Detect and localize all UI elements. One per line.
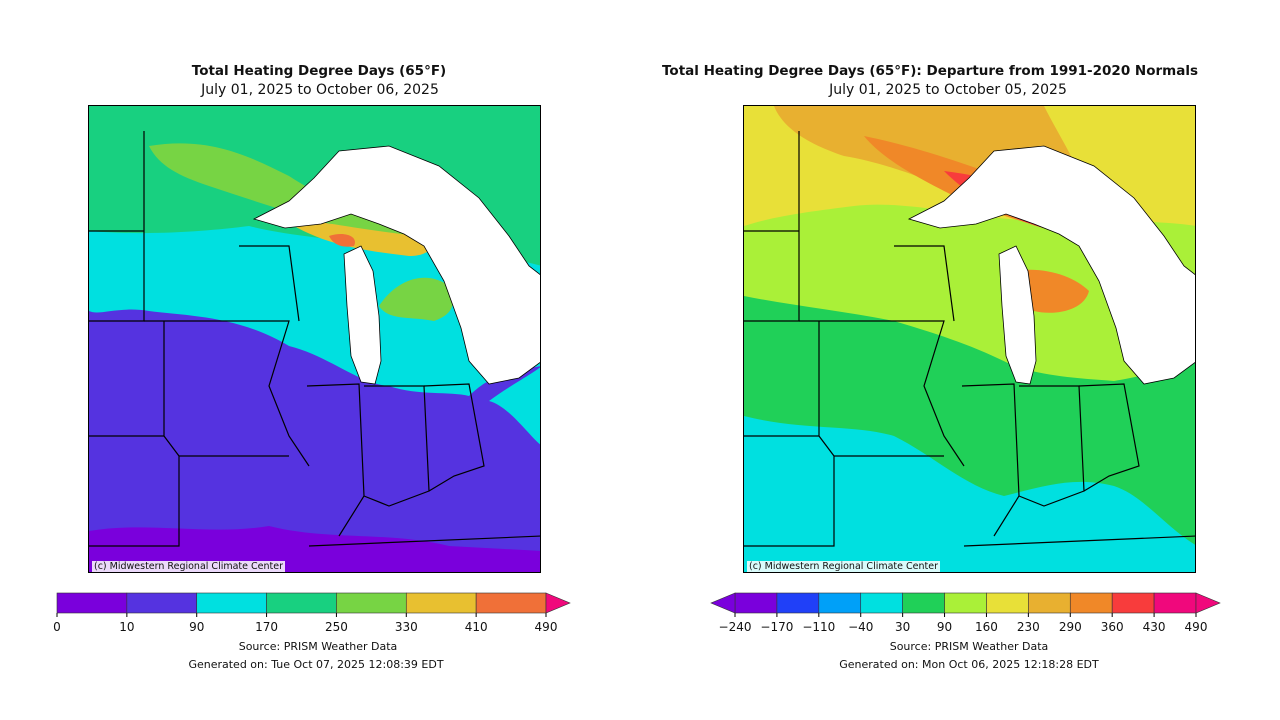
generated-timestamp: Generated on: Tue Oct 07, 2025 12:08:39 … <box>188 658 444 671</box>
map-subtitle: July 01, 2025 to October 06, 2025 <box>201 82 439 98</box>
colorbar-max-arrow <box>545 592 571 614</box>
colorbar-segment <box>405 592 477 614</box>
lake-michigan <box>998 245 1037 385</box>
colorbar-segment <box>196 592 267 614</box>
state-borders <box>89 131 540 547</box>
colorbar-segment <box>818 592 862 614</box>
colorbar-segment <box>475 592 547 614</box>
colorbar-segment <box>902 592 945 614</box>
colorbar-segment <box>56 592 128 614</box>
map-title: Total Heating Degree Days (65°F): Depart… <box>662 63 1198 79</box>
colorbar-tick-label: −110 <box>802 620 835 634</box>
colorbar-min-arrow <box>710 592 736 614</box>
colorbar-segment <box>776 592 820 614</box>
colorbar-tick-label: 90 <box>189 620 204 634</box>
colorbar-tick-label: 330 <box>395 620 418 634</box>
region-330-410 <box>279 216 432 256</box>
lake-michigan <box>343 245 382 385</box>
region-90-170-ohio <box>489 367 540 445</box>
colorbar-tick-label: −40 <box>848 620 873 634</box>
colorbar-tick-label: 30 <box>895 620 910 634</box>
colorbar-segment <box>336 592 407 614</box>
colorbar-max-arrow <box>1195 592 1221 614</box>
hdd-departure-map: (c) Midwestern Regional Climate Center <box>743 105 1196 573</box>
colorbar-legend: −240 −170 −110 −40 30 90 160 230 290 360 430 490 <box>705 590 1245 640</box>
colorbar-segment <box>860 592 903 614</box>
map-credit: (c) Midwestern Regional Climate Center <box>92 561 285 572</box>
colorbar-segment <box>944 592 987 614</box>
colorbar-tick-label: 250 <box>325 620 348 634</box>
source-note: Source: PRISM Weather Data <box>889 640 1049 653</box>
colorbar-tick-label: 490 <box>1185 620 1208 634</box>
hdd-departure-panel: Total Heating Degree Days (65°F): Depart… <box>640 0 1280 720</box>
colorbar-tick-label: 360 <box>1101 620 1124 634</box>
map-subtitle: July 01, 2025 to October 05, 2025 <box>829 82 1067 98</box>
map-credit: (c) Midwestern Regional Climate Center <box>747 561 940 572</box>
colorbar-tick-label: −170 <box>760 620 793 634</box>
state-borders <box>744 131 1195 547</box>
colorbar-tick-label: 290 <box>1059 620 1082 634</box>
colorbar-segment <box>1111 592 1155 614</box>
colorbar-tick-label: 410 <box>465 620 488 634</box>
hdd-total-panel: Total Heating Degree Days (65°F) July 01… <box>50 63 590 671</box>
colorbar-tick-label: 230 <box>1017 620 1040 634</box>
colorbar-tick-label: −240 <box>719 620 752 634</box>
source-note: Source: PRISM Weather Data <box>238 640 398 653</box>
region-0-10 <box>89 526 540 572</box>
map-title: Total Heating Degree Days (65°F) <box>191 63 447 79</box>
colorbar-segment <box>1153 592 1197 614</box>
colorbar-tick-label: 0 <box>53 620 61 634</box>
colorbar-segment <box>126 592 198 614</box>
colorbar-tick-label: 10 <box>119 620 134 634</box>
generated-timestamp: Generated on: Mon Oct 06, 2025 12:18:28 … <box>839 658 1099 671</box>
canada-and-lake-superior <box>907 145 1195 385</box>
colorbar-segment <box>266 592 337 614</box>
colorbar-segment <box>1028 592 1071 614</box>
colorbar-tick-label: 90 <box>937 620 952 634</box>
region-410-490 <box>329 234 355 247</box>
colorbar-tick-label: 170 <box>255 620 278 634</box>
hdd-total-map: (c) Midwestern Regional Climate Center <box>88 105 541 573</box>
colorbar-segment <box>986 592 1029 614</box>
canada-and-lake-superior <box>252 145 540 385</box>
colorbar-segment <box>1069 592 1113 614</box>
colorbar-segment <box>734 592 778 614</box>
colorbar-tick-label: 160 <box>975 620 998 634</box>
colorbar-tick-label: 430 <box>1143 620 1166 634</box>
region-250-330 <box>379 277 454 321</box>
colorbar-tick-label: 490 <box>535 620 558 634</box>
colorbar-legend: 0 10 90 170 250 330 410 490 <box>50 590 590 640</box>
